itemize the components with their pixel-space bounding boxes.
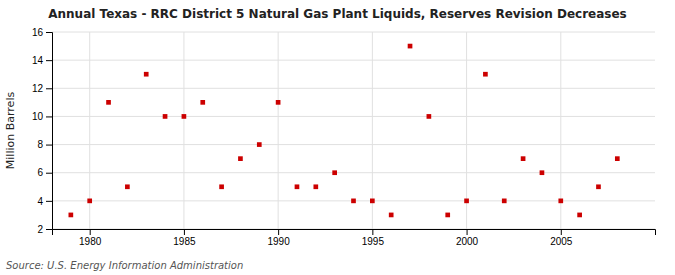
point — [332, 170, 337, 175]
y-axis-line — [46, 33, 53, 230]
grid-line-y — [52, 116, 655, 117]
x-tick-label: 2000 — [456, 236, 479, 247]
point — [144, 72, 149, 77]
y-tick-label: 16 — [32, 27, 44, 38]
grid-line-y — [52, 172, 655, 173]
y-tick-mark — [46, 116, 52, 117]
y-tick-label: 14 — [32, 55, 44, 66]
x-axis: 1980 1985 1990 1995 2000 2005 — [53, 229, 656, 247]
x-tick-mark — [372, 229, 373, 235]
y-tick-mark — [46, 229, 52, 230]
y-tick-label: 12 — [32, 83, 44, 94]
point — [445, 213, 450, 218]
point — [219, 184, 224, 189]
point — [313, 184, 318, 189]
point — [370, 199, 375, 204]
grid-line-x — [278, 32, 279, 229]
point — [427, 114, 432, 119]
y-tick-mark — [46, 201, 52, 202]
x-tick-mark — [561, 229, 562, 235]
title: Annual Texas - RRC District 5 Natural Ga… — [48, 7, 626, 21]
x-tick-label: 2005 — [550, 236, 573, 247]
y-tick: 4 — [37, 196, 52, 207]
x-tick-mark — [278, 229, 279, 235]
y-tick-mark — [46, 145, 52, 146]
x-tick-label: 1980 — [79, 236, 102, 247]
point — [182, 114, 187, 119]
y-tick-mark — [46, 32, 52, 33]
y-tick: 14 — [32, 55, 52, 66]
point — [577, 213, 582, 218]
point — [389, 213, 394, 218]
point — [558, 199, 563, 204]
grid-line-x — [183, 32, 184, 229]
y-tick-label: 10 — [32, 111, 44, 122]
y-tick: 10 — [32, 111, 52, 122]
y-tick-label: 4 — [37, 196, 43, 207]
x-tick-label: 1985 — [173, 236, 196, 247]
grid — [52, 32, 655, 229]
point — [483, 72, 488, 77]
point — [163, 114, 168, 119]
point — [615, 156, 620, 161]
y-tick: 12 — [32, 83, 52, 94]
source-note: Source: U.S. Energy Information Administ… — [6, 260, 243, 271]
x-tick: 1980 — [79, 229, 102, 247]
grid-line-y — [52, 32, 655, 33]
point — [276, 100, 281, 105]
x-tick: 2000 — [456, 229, 479, 247]
point — [521, 156, 526, 161]
chart: 1980 1985 1990 1995 2000 2005 2 4 6 8 10 12 14 16 Annu… — [0, 0, 675, 275]
point — [257, 142, 262, 147]
y-tick-label: 8 — [37, 139, 43, 150]
grid-line-y — [52, 144, 655, 145]
grid-line-y — [52, 88, 655, 89]
x-axis-line — [53, 230, 656, 236]
x-tick-mark — [467, 229, 468, 235]
y-tick-label: 6 — [37, 167, 43, 178]
x-tick-mark — [90, 229, 91, 235]
point — [238, 156, 243, 161]
point — [125, 184, 130, 189]
y-tick: 6 — [37, 167, 52, 178]
y-tick: 2 — [37, 224, 52, 235]
point — [295, 184, 300, 189]
y-tick: 16 — [32, 27, 52, 38]
point — [351, 199, 356, 204]
point — [87, 199, 92, 204]
plot-area: 1980 1985 1990 1995 2000 2005 2 4 6 8 10 12 14 16 — [32, 27, 656, 247]
x-tick-label: 1995 — [362, 236, 385, 247]
x-tick-mark — [184, 229, 185, 235]
point — [502, 199, 507, 204]
x-tick: 1995 — [362, 229, 385, 247]
y-tick-mark — [46, 88, 52, 89]
x-tick: 1985 — [173, 229, 196, 247]
y-axis-label: Million Barrels — [4, 92, 17, 170]
point — [106, 100, 111, 105]
point — [200, 100, 205, 105]
grid-line-y — [52, 60, 655, 61]
y-tick-mark — [46, 60, 52, 61]
point — [540, 170, 545, 175]
point — [464, 199, 469, 204]
y-tick-mark — [46, 173, 52, 174]
point — [68, 213, 73, 218]
x-tick-label: 1990 — [268, 236, 291, 247]
point — [596, 184, 601, 189]
point — [408, 44, 413, 49]
y-tick-label: 2 — [37, 224, 43, 235]
y-tick: 8 — [37, 139, 52, 150]
x-tick: 2005 — [550, 229, 573, 247]
y-axis: 2 4 6 8 10 12 14 16 — [32, 27, 53, 235]
points — [68, 44, 619, 218]
x-tick: 1990 — [268, 229, 291, 247]
